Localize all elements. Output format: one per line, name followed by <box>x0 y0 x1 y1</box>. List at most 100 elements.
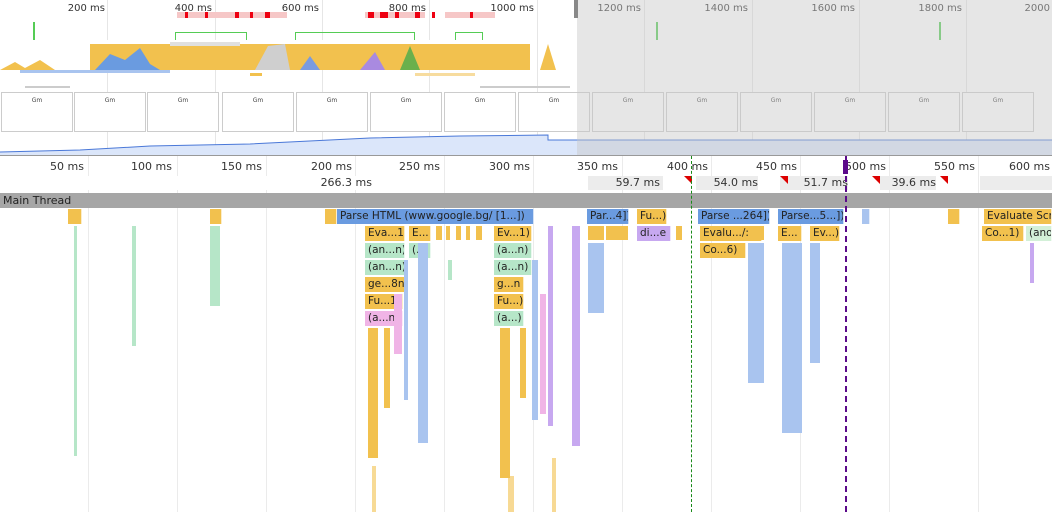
grid-line <box>978 156 979 512</box>
screenshot-thumbnail[interactable]: Gm <box>814 92 886 132</box>
ruler-tick: 200 ms <box>311 160 352 173</box>
thumb-label: Gm <box>177 97 189 104</box>
network-bar <box>250 73 262 76</box>
anonymous-fn-block[interactable]: (a...) <box>494 311 524 326</box>
frame-duration[interactable]: 39.6 ms <box>880 176 936 190</box>
screenshot-thumbnail[interactable]: Gm <box>962 92 1034 132</box>
frame-duration[interactable]: 59.7 ms <box>588 176 663 190</box>
anonymous-fn-block[interactable]: (ano <box>1026 226 1052 241</box>
screenshot-thumbnail[interactable]: Gm <box>370 92 442 132</box>
network-bar <box>415 73 475 76</box>
ruler-tick: 50 ms <box>50 160 84 173</box>
thumb-label: Gm <box>844 97 856 104</box>
thumb-label: Gm <box>326 97 338 104</box>
long-frame-flag <box>940 176 948 184</box>
screenshot-thumbnail[interactable]: Gm <box>147 92 219 132</box>
screenshot-thumbnail[interactable]: Gm <box>518 92 590 132</box>
flame-block[interactable] <box>325 209 337 224</box>
ruler-tick: 250 ms <box>399 160 440 173</box>
jank-mark <box>432 12 435 18</box>
ruler-tick: 600 ms <box>1009 160 1050 173</box>
first-paint-marker <box>691 156 692 512</box>
overview-tick: 200 ms <box>67 3 105 14</box>
ruler-tick: 300 ms <box>489 160 530 173</box>
screenshot-thumbnail[interactable]: Gm <box>666 92 738 132</box>
evaluate-script-block[interactable]: E... <box>778 226 802 241</box>
overview-tick: 2000 <box>1024 3 1050 14</box>
overview-tick: 600 ms <box>281 3 319 14</box>
frame-marker <box>656 22 658 40</box>
anonymous-fn-block[interactable]: (an...n) <box>365 243 405 258</box>
screenshot-thumbnail[interactable]: Gm <box>592 92 664 132</box>
ruler-tick: 400 ms <box>667 160 708 173</box>
network-bar <box>480 86 570 88</box>
overview-unselected-region <box>577 0 1052 155</box>
screenshot-thumbnail[interactable]: Gm <box>444 92 516 132</box>
jank-mark <box>250 12 253 18</box>
ruler-tick: 500 ms <box>845 160 886 173</box>
evaluate-script-block[interactable]: Evaluate Scrip <box>984 209 1052 224</box>
screenshot-thumbnail[interactable]: Gm <box>1 92 73 132</box>
evaluate-script-block[interactable]: E... <box>409 226 431 241</box>
overview-tick: 1200 ms <box>597 3 641 14</box>
parse-html-block[interactable]: Par...4]) <box>587 209 629 224</box>
screenshot-thumbnail[interactable]: Gm <box>222 92 294 132</box>
screenshot-thumbnail[interactable]: Gm <box>296 92 368 132</box>
function-call-block[interactable]: g...n <box>494 277 524 292</box>
function-call-block[interactable]: Fu...1) <box>365 294 403 309</box>
function-call-block[interactable]: ge...8n <box>365 277 405 292</box>
frame-marker <box>939 22 941 40</box>
flame-block[interactable] <box>68 209 82 224</box>
overview-grid <box>429 0 430 155</box>
evaluate-script-block[interactable]: Eva...1) <box>365 226 405 241</box>
parse-html-block[interactable]: Parse HTML (www.google.bg/ [1...]) <box>337 209 534 224</box>
flame-block[interactable] <box>948 209 960 224</box>
frame-duration[interactable]: 54.0 ms <box>696 176 758 190</box>
frame-duration[interactable]: 266.3 ms <box>0 176 372 190</box>
screenshot-thumbnail[interactable]: Gm <box>740 92 812 132</box>
main-thread-header[interactable]: Main Thread <box>0 193 1052 208</box>
screenshot-thumbnail[interactable]: Gm <box>888 92 960 132</box>
jank-mark <box>368 12 374 18</box>
overview-grid <box>966 0 967 155</box>
thumb-label: Gm <box>31 97 43 104</box>
parse-html-block[interactable]: Parse ...264]) <box>698 209 770 224</box>
thumb-label: Gm <box>548 97 560 104</box>
overview-grid <box>644 0 645 155</box>
jank-mark <box>380 12 388 18</box>
overview-tick: 400 ms <box>174 3 212 14</box>
compile-block[interactable]: Co...1) <box>982 226 1024 241</box>
compile-block[interactable]: Co...6) <box>700 243 746 258</box>
anonymous-fn-block[interactable]: (an...n) <box>365 260 405 275</box>
jank-mark <box>205 12 208 18</box>
overview-tick: 1000 ms <box>490 3 534 14</box>
evaluate-script-block[interactable]: Ev...1) <box>494 226 532 241</box>
jank-mark <box>470 12 473 18</box>
screenshot-thumbnail[interactable]: Gm <box>74 92 146 132</box>
dispatch-event-block[interactable]: di...e <box>637 226 671 241</box>
flame-block[interactable] <box>862 209 870 224</box>
frame-duration[interactable] <box>980 176 1052 190</box>
selection-handle[interactable] <box>574 0 578 18</box>
long-frame-flag <box>684 176 692 184</box>
grid-line <box>88 156 89 512</box>
function-call-block[interactable]: Fu...) <box>494 294 524 309</box>
flame-block[interactable] <box>210 209 222 224</box>
thumb-label: Gm <box>992 97 1004 104</box>
anonymous-fn-block[interactable]: (a...n) <box>494 260 532 275</box>
grid-line <box>355 156 356 512</box>
evaluate-script-block[interactable]: Ev...) <box>810 226 840 241</box>
anonymous-fn-block[interactable]: (a...n) <box>365 311 403 326</box>
evaluate-script-block[interactable]: Evalu.../:56) <box>700 226 762 241</box>
frame-duration[interactable]: 51.7 ms <box>780 176 848 190</box>
dcl-marker-head <box>843 160 848 174</box>
anonymous-fn-block[interactable]: (a...n) <box>494 243 532 258</box>
parse-html-block[interactable]: Parse...5...]) <box>778 209 844 224</box>
time-ruler[interactable]: 50 ms 100 ms 150 ms 200 ms 250 ms 300 ms… <box>0 155 1052 194</box>
ruler-tick: 150 ms <box>221 160 262 173</box>
function-call-block[interactable]: Fu...) <box>637 209 667 224</box>
thumb-label: Gm <box>622 97 634 104</box>
timeline-overview[interactable]: 200 ms 400 ms 600 ms 800 ms 1000 ms 1200… <box>0 0 1052 155</box>
ruler-tick: 550 ms <box>934 160 975 173</box>
jank-mark <box>185 12 188 18</box>
